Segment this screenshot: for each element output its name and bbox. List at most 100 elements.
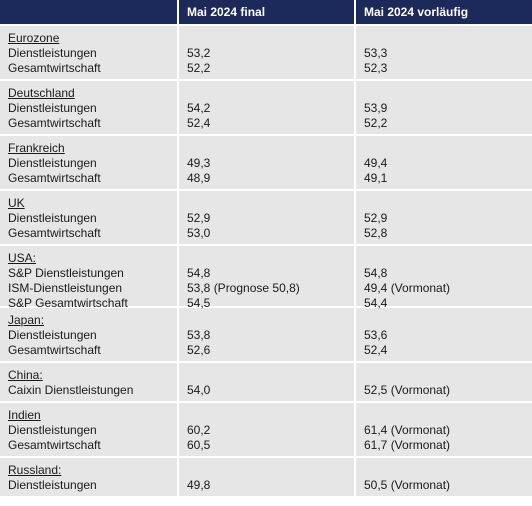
prelim-values-cell: 52,9 52,8: [354, 191, 532, 244]
spacer: [364, 141, 532, 156]
final-values-cell: 54,2 52,4: [177, 81, 354, 134]
spacer: [187, 196, 354, 211]
spacer: [364, 251, 532, 266]
spacer: [187, 86, 354, 101]
final-value: 60,5: [187, 438, 211, 452]
table-header: Mai 2024 final Mai 2024 vorläufig: [0, 0, 532, 24]
indicator-label: ISM-Dienstleistungen: [8, 281, 123, 295]
header-col-region: [0, 0, 177, 24]
region-label-cell: Deutschland Dienstleistungen Gesamtwirtsch…: [0, 81, 177, 134]
final-values-cell: 53,2 52,2: [177, 26, 354, 79]
prelim-value: 49,4: [364, 156, 388, 170]
prelim-value: 54,4: [364, 296, 388, 310]
indicator-label: Dienstleistungen: [8, 156, 97, 170]
prelim-value: 61,7 (Vormonat): [364, 438, 451, 452]
region-title: Frankreich: [8, 141, 65, 155]
prelim-value: 52,2: [364, 116, 388, 130]
final-value: 53,2: [187, 46, 211, 60]
indicator-label: Dienstleistungen: [8, 328, 97, 342]
final-value: 52,6: [187, 343, 211, 357]
spacer: [364, 31, 532, 46]
prelim-value: 53,3: [364, 46, 388, 60]
final-values-cell: 49,8: [177, 458, 354, 496]
spacer: [364, 196, 532, 211]
region-title: Eurozone: [8, 31, 60, 45]
final-value: 54,2: [187, 101, 211, 115]
header-col-prelim: Mai 2024 vorläufig: [354, 0, 532, 24]
prelim-values-cell: 53,3 52,3: [354, 26, 532, 79]
final-value: 49,8: [187, 478, 211, 492]
indicator-label: Gesamtwirtschaft: [8, 171, 101, 185]
indicator-label: Gesamtwirtschaft: [8, 116, 101, 130]
spacer: [187, 251, 354, 266]
prelim-values-cell: 54,8 49,4 (Vormonat) 54,4: [354, 246, 532, 310]
spacer: [187, 463, 354, 478]
prelim-value: 52,3: [364, 61, 388, 75]
final-values-cell: 53,8 52,6: [177, 308, 354, 361]
indicator-label: Dienstleistungen: [8, 211, 97, 225]
indicator-label: Gesamtwirtschaft: [8, 438, 101, 452]
indicator-label: Dienstleistungen: [8, 46, 97, 60]
prelim-value: 50,5 (Vormonat): [364, 478, 451, 492]
region-title: Russland:: [8, 463, 62, 477]
prelim-values-cell: 50,5 (Vormonat): [354, 458, 532, 496]
prelim-value: 52,8: [364, 226, 388, 240]
region-group: Deutschland Dienstleistungen Gesamtwirtsch…: [0, 79, 532, 134]
final-values-cell: 54,0: [177, 363, 354, 401]
region-label-cell: China: Caixin Dienstleistungen: [0, 363, 177, 401]
final-value: 49,3: [187, 156, 211, 170]
table-body: Eurozone Dienstleistungen Gesamtwirtschaft…: [0, 24, 532, 496]
final-value: 54,0: [187, 383, 211, 397]
indicator-label: Gesamtwirtschaft: [8, 343, 101, 357]
final-value: 53,8 (Prognose 50,8): [187, 281, 300, 295]
region-title: Japan:: [8, 313, 45, 327]
region-group: Russland: Dienstleistungen 49,8 50,5 (Vormo…: [0, 456, 532, 496]
final-value: 54,5: [187, 296, 211, 310]
region-title: China:: [8, 368, 43, 382]
prelim-value: 49,4 (Vormonat): [364, 281, 451, 295]
region-label-cell: Frankreich Dienstleistungen Gesamtwirtscha…: [0, 136, 177, 189]
region-title: UK: [8, 196, 25, 210]
final-value: 60,2: [187, 423, 211, 437]
region-group: China: Caixin Dienstleistungen 54,0 52,5 (V…: [0, 361, 532, 401]
region-group: Indien Dienstleistungen Gesamtwirtschaft 60…: [0, 401, 532, 456]
prelim-value: 61,4 (Vormonat): [364, 423, 451, 437]
final-values-cell: 60,2 60,5: [177, 403, 354, 456]
indicator-label: Dienstleistungen: [8, 478, 97, 492]
region-group: Eurozone Dienstleistungen Gesamtwirtschaft…: [0, 24, 532, 79]
final-values-cell: 54,8 53,8 (Prognose 50,8) 54,5: [177, 246, 354, 310]
spacer: [364, 86, 532, 101]
indicator-label: Dienstleistungen: [8, 423, 97, 437]
spacer: [364, 313, 532, 328]
final-value: 48,9: [187, 171, 211, 185]
spacer: [187, 313, 354, 328]
header-col-final: Mai 2024 final: [177, 0, 354, 24]
prelim-values-cell: 53,9 52,2: [354, 81, 532, 134]
prelim-value: 52,9: [364, 211, 388, 225]
spacer: [364, 463, 532, 478]
prelim-values-cell: 52,5 (Vormonat): [354, 363, 532, 401]
final-value: 52,9: [187, 211, 211, 225]
prelim-value: 52,5 (Vormonat): [364, 383, 451, 397]
region-label-cell: Japan: Dienstleistungen Gesamtwirtschaft: [0, 308, 177, 361]
prelim-value: 53,6: [364, 328, 388, 342]
final-values-cell: 52,9 53,0: [177, 191, 354, 244]
prelim-value: 49,1: [364, 171, 388, 185]
indicator-label: S&P Dienstleistungen: [8, 266, 124, 280]
spacer: [187, 368, 354, 383]
region-title: USA:: [8, 251, 37, 265]
region-group: USA: S&P Dienstleistungen ISM-Dienstleistu…: [0, 244, 532, 310]
region-group: Frankreich Dienstleistungen Gesamtwirtscha…: [0, 134, 532, 189]
prelim-value: 54,8: [364, 266, 388, 280]
indicator-label: Gesamtwirtschaft: [8, 61, 101, 75]
indicator-label: Caixin Dienstleistungen: [8, 383, 134, 397]
spacer: [364, 368, 532, 383]
prelim-values-cell: 53,6 52,4: [354, 308, 532, 361]
spacer: [187, 141, 354, 156]
region-label-cell: Eurozone Dienstleistungen Gesamtwirtschaft: [0, 26, 177, 79]
indicator-label: Gesamtwirtschaft: [8, 226, 101, 240]
region-title: Indien: [8, 408, 41, 422]
region-label-cell: Russland: Dienstleistungen: [0, 458, 177, 496]
spacer: [187, 408, 354, 423]
